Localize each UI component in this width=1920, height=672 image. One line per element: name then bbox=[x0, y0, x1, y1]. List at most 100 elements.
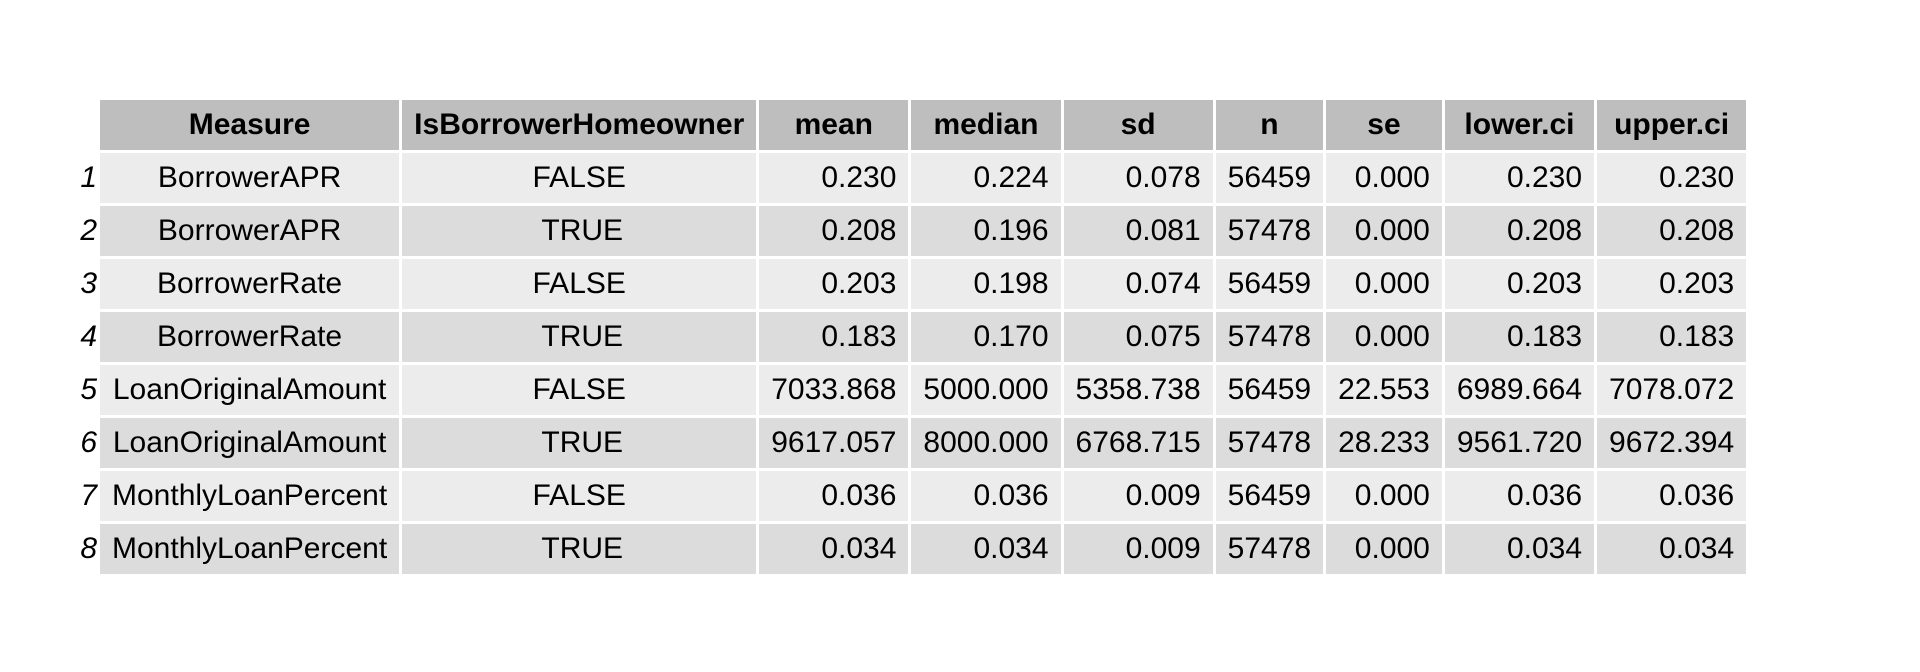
row-index: 1 bbox=[80, 161, 97, 194]
cell-isborrowerhomeowner: TRUE bbox=[402, 524, 757, 574]
cell-se: 0.000 bbox=[1326, 312, 1442, 362]
cell-upper-ci: 0.230 bbox=[1597, 153, 1747, 203]
table-row: 1 BorrowerAPR FALSE 0.230 0.224 0.078 56459 0.0… bbox=[75, 153, 1747, 203]
cell-upper-ci: 0.036 bbox=[1597, 471, 1747, 521]
cell-lower-ci: 6989.664 bbox=[1444, 365, 1595, 415]
column-header-n: n bbox=[1215, 100, 1324, 150]
row-index: 5 bbox=[80, 373, 97, 406]
cell-sd: 0.009 bbox=[1063, 471, 1213, 521]
cell-measure: BorrowerRate bbox=[100, 312, 400, 362]
column-header-upper-ci: upper.ci bbox=[1597, 100, 1747, 150]
cell-mean: 0.203 bbox=[759, 259, 909, 309]
row-index: 2 bbox=[80, 214, 97, 247]
cell-mean: 0.034 bbox=[759, 524, 909, 574]
cell-n: 57478 bbox=[1215, 524, 1324, 574]
cell-mean: 0.230 bbox=[759, 153, 909, 203]
cell-isborrowerhomeowner: FALSE bbox=[402, 153, 757, 203]
cell-measure: BorrowerRate bbox=[100, 259, 400, 309]
cell-upper-ci: 7078.072 bbox=[1597, 365, 1747, 415]
cell-n: 56459 bbox=[1215, 259, 1324, 309]
column-header-se: se bbox=[1326, 100, 1442, 150]
cell-n: 56459 bbox=[1215, 153, 1324, 203]
cell-measure: BorrowerAPR bbox=[100, 153, 400, 203]
table-body: 1 BorrowerAPR FALSE 0.230 0.224 0.078 56459 0.0… bbox=[75, 153, 1747, 574]
summary-table: Measure IsBorrowerHomeowner mean median sd n s… bbox=[72, 97, 1749, 577]
cell-median: 0.224 bbox=[911, 153, 1061, 203]
cell-measure: LoanOriginalAmount bbox=[100, 365, 400, 415]
cell-se: 0.000 bbox=[1326, 471, 1442, 521]
cell-n: 56459 bbox=[1215, 471, 1324, 521]
row-index: 6 bbox=[80, 426, 97, 459]
table-row: 4 BorrowerRate TRUE 0.183 0.170 0.075 57478 0.0… bbox=[75, 312, 1747, 362]
cell-isborrowerhomeowner: FALSE bbox=[402, 259, 757, 309]
cell-se: 0.000 bbox=[1326, 524, 1442, 574]
cell-upper-ci: 0.034 bbox=[1597, 524, 1747, 574]
column-header-isborrowerhomeowner: IsBorrowerHomeowner bbox=[402, 100, 757, 150]
cell-sd: 0.081 bbox=[1063, 206, 1213, 256]
row-index-header bbox=[75, 100, 97, 150]
cell-upper-ci: 0.208 bbox=[1597, 206, 1747, 256]
cell-median: 0.198 bbox=[911, 259, 1061, 309]
cell-upper-ci: 0.183 bbox=[1597, 312, 1747, 362]
cell-se: 0.000 bbox=[1326, 259, 1442, 309]
row-index: 7 bbox=[80, 479, 97, 512]
cell-mean: 7033.868 bbox=[759, 365, 909, 415]
cell-isborrowerhomeowner: TRUE bbox=[402, 418, 757, 468]
cell-median: 8000.000 bbox=[911, 418, 1061, 468]
cell-n: 57478 bbox=[1215, 312, 1324, 362]
cell-mean: 0.183 bbox=[759, 312, 909, 362]
cell-lower-ci: 0.036 bbox=[1444, 471, 1595, 521]
cell-isborrowerhomeowner: TRUE bbox=[402, 312, 757, 362]
table-row: 8 MonthlyLoanPercent TRUE 0.034 0.034 0.009 57… bbox=[75, 524, 1747, 574]
cell-lower-ci: 9561.720 bbox=[1444, 418, 1595, 468]
row-index: 4 bbox=[80, 320, 97, 353]
cell-median: 0.036 bbox=[911, 471, 1061, 521]
summary-table-container: Measure IsBorrowerHomeowner mean median sd n s… bbox=[72, 97, 1749, 577]
cell-lower-ci: 0.230 bbox=[1444, 153, 1595, 203]
cell-sd: 6768.715 bbox=[1063, 418, 1213, 468]
cell-measure: BorrowerAPR bbox=[100, 206, 400, 256]
table-row: 2 BorrowerAPR TRUE 0.208 0.196 0.081 57478 0.00… bbox=[75, 206, 1747, 256]
cell-upper-ci: 0.203 bbox=[1597, 259, 1747, 309]
column-header-measure: Measure bbox=[100, 100, 400, 150]
cell-se: 0.000 bbox=[1326, 153, 1442, 203]
cell-sd: 0.075 bbox=[1063, 312, 1213, 362]
table-header: Measure IsBorrowerHomeowner mean median sd n s… bbox=[75, 100, 1747, 150]
column-header-mean: mean bbox=[759, 100, 909, 150]
row-index: 8 bbox=[80, 532, 97, 565]
cell-lower-ci: 0.208 bbox=[1444, 206, 1595, 256]
cell-sd: 5358.738 bbox=[1063, 365, 1213, 415]
cell-isborrowerhomeowner: FALSE bbox=[402, 471, 757, 521]
cell-mean: 9617.057 bbox=[759, 418, 909, 468]
cell-se: 0.000 bbox=[1326, 206, 1442, 256]
cell-lower-ci: 0.203 bbox=[1444, 259, 1595, 309]
cell-measure: MonthlyLoanPercent bbox=[100, 524, 400, 574]
cell-median: 0.170 bbox=[911, 312, 1061, 362]
table-row: 6 LoanOriginalAmount TRUE 9617.057 8000.000 6… bbox=[75, 418, 1747, 468]
cell-n: 56459 bbox=[1215, 365, 1324, 415]
column-header-sd: sd bbox=[1063, 100, 1213, 150]
cell-mean: 0.036 bbox=[759, 471, 909, 521]
cell-isborrowerhomeowner: TRUE bbox=[402, 206, 757, 256]
cell-lower-ci: 0.034 bbox=[1444, 524, 1595, 574]
cell-mean: 0.208 bbox=[759, 206, 909, 256]
cell-measure: MonthlyLoanPercent bbox=[100, 471, 400, 521]
table-row: 7 MonthlyLoanPercent FALSE 0.036 0.036 0.009 5… bbox=[75, 471, 1747, 521]
table-row: 3 BorrowerRate FALSE 0.203 0.198 0.074 56459 0.… bbox=[75, 259, 1747, 309]
row-index: 3 bbox=[80, 267, 97, 300]
cell-upper-ci: 9672.394 bbox=[1597, 418, 1747, 468]
cell-n: 57478 bbox=[1215, 418, 1324, 468]
cell-se: 28.233 bbox=[1326, 418, 1442, 468]
header-row: Measure IsBorrowerHomeowner mean median sd n s… bbox=[75, 100, 1747, 150]
cell-lower-ci: 0.183 bbox=[1444, 312, 1595, 362]
cell-median: 0.196 bbox=[911, 206, 1061, 256]
cell-sd: 0.009 bbox=[1063, 524, 1213, 574]
cell-sd: 0.074 bbox=[1063, 259, 1213, 309]
cell-measure: LoanOriginalAmount bbox=[100, 418, 400, 468]
column-header-lower-ci: lower.ci bbox=[1444, 100, 1595, 150]
cell-se: 22.553 bbox=[1326, 365, 1442, 415]
column-header-median: median bbox=[911, 100, 1061, 150]
cell-median: 0.034 bbox=[911, 524, 1061, 574]
cell-sd: 0.078 bbox=[1063, 153, 1213, 203]
cell-isborrowerhomeowner: FALSE bbox=[402, 365, 757, 415]
